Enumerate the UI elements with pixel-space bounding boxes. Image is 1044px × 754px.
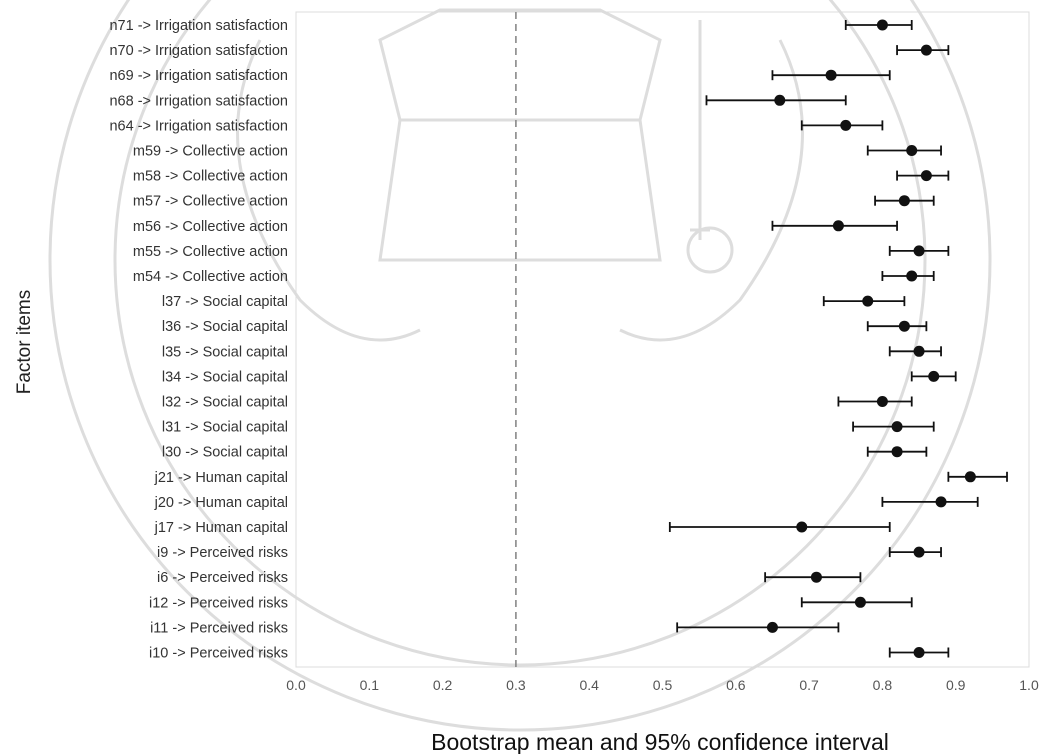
category-label: n69 -> Irrigation satisfaction xyxy=(109,68,288,84)
watermark-staff-ornament xyxy=(686,226,734,274)
x-tick-label: 0.5 xyxy=(653,677,673,693)
x-tick-label: 0.7 xyxy=(799,677,819,693)
category-label: n68 -> Irrigation satisfaction xyxy=(109,93,288,109)
mean-point xyxy=(898,320,910,332)
data-marks xyxy=(668,19,1008,658)
category-label: l36 -> Social capital xyxy=(162,319,288,335)
mean-point xyxy=(840,119,852,131)
mean-point xyxy=(810,571,822,583)
plot-area-border xyxy=(295,11,1030,668)
category-label: j21 -> Human capital xyxy=(154,470,288,486)
mean-point xyxy=(891,446,903,458)
category-label: m59 -> Collective action xyxy=(133,144,288,160)
watermark-scroll-left xyxy=(236,39,421,342)
category-label: i9 -> Perceived risks xyxy=(157,545,288,561)
category-label: j17 -> Human capital xyxy=(154,520,288,536)
category-label: i6 -> Perceived risks xyxy=(157,570,288,586)
mean-point xyxy=(876,19,888,31)
mean-point xyxy=(964,471,976,483)
mean-point xyxy=(935,496,947,508)
mean-point xyxy=(913,345,925,357)
x-tick-label: 1.0 xyxy=(1019,677,1039,693)
category-label: n70 -> Irrigation satisfaction xyxy=(109,43,288,59)
mean-point xyxy=(862,295,874,307)
x-tick-labels: 0.0 0.1 0.2 0.3 0.4 0.5 0.6 0.7 0.8 0.9 1.0 xyxy=(286,677,1039,693)
mean-point xyxy=(832,220,844,232)
x-tick-label: 0.4 xyxy=(579,677,599,693)
mean-point xyxy=(876,396,888,407)
x-tick-label: 0.1 xyxy=(360,677,380,693)
mean-point xyxy=(796,521,808,533)
category-label: m55 -> Collective action xyxy=(133,244,288,260)
category-labels: n71 -> Irrigation satisfaction n70 -> Irr… xyxy=(109,18,288,662)
category-label: n71 -> Irrigation satisfaction xyxy=(109,18,288,34)
x-tick-label: 0.2 xyxy=(433,677,453,693)
category-label: i11 -> Perceived risks xyxy=(150,620,288,636)
mean-point xyxy=(825,69,837,81)
mean-point xyxy=(898,195,910,207)
x-tick-label: 0.9 xyxy=(946,677,966,693)
mean-point xyxy=(913,647,925,658)
watermark-inner-ring xyxy=(113,0,927,667)
category-label: i12 -> Perceived risks xyxy=(149,595,288,611)
category-label: l31 -> Social capital xyxy=(162,420,288,436)
mean-point xyxy=(913,245,925,257)
category-label: l35 -> Social capital xyxy=(162,344,288,360)
x-tick-label: 0.0 xyxy=(286,677,306,693)
mean-point xyxy=(766,621,778,633)
mean-point xyxy=(774,94,786,106)
category-label: l32 -> Social capital xyxy=(162,395,288,411)
mean-point xyxy=(891,421,903,433)
category-label: i10 -> Perceived risks xyxy=(149,646,288,662)
category-label: j20 -> Human capital xyxy=(154,495,288,511)
category-label: n64 -> Irrigation satisfaction xyxy=(109,118,288,134)
mean-point xyxy=(928,370,940,382)
category-label: l30 -> Social capital xyxy=(162,445,288,461)
x-tick-label: 0.8 xyxy=(873,677,893,693)
mean-point xyxy=(906,145,918,156)
category-label: l34 -> Social capital xyxy=(162,369,288,385)
watermark-crown-base xyxy=(378,119,662,262)
mean-point xyxy=(920,170,932,182)
category-label: l37 -> Social capital xyxy=(162,294,288,310)
x-axis-label: Bootstrap mean and 95% confidence interv… xyxy=(431,729,889,754)
watermark-scroll-right xyxy=(619,39,804,342)
mean-point xyxy=(920,44,932,56)
watermark-outer-ring xyxy=(48,0,992,732)
mean-point xyxy=(913,546,925,558)
category-label: m54 -> Collective action xyxy=(133,269,288,285)
x-tick-label: 0.6 xyxy=(726,677,746,693)
category-label: m58 -> Collective action xyxy=(133,169,288,185)
category-label: m56 -> Collective action xyxy=(133,219,288,235)
category-label: m57 -> Collective action xyxy=(133,194,288,210)
mean-point xyxy=(906,270,918,282)
y-axis-label: Factor items xyxy=(14,290,35,395)
x-tick-label: 0.3 xyxy=(506,677,526,693)
mean-point xyxy=(854,596,866,608)
